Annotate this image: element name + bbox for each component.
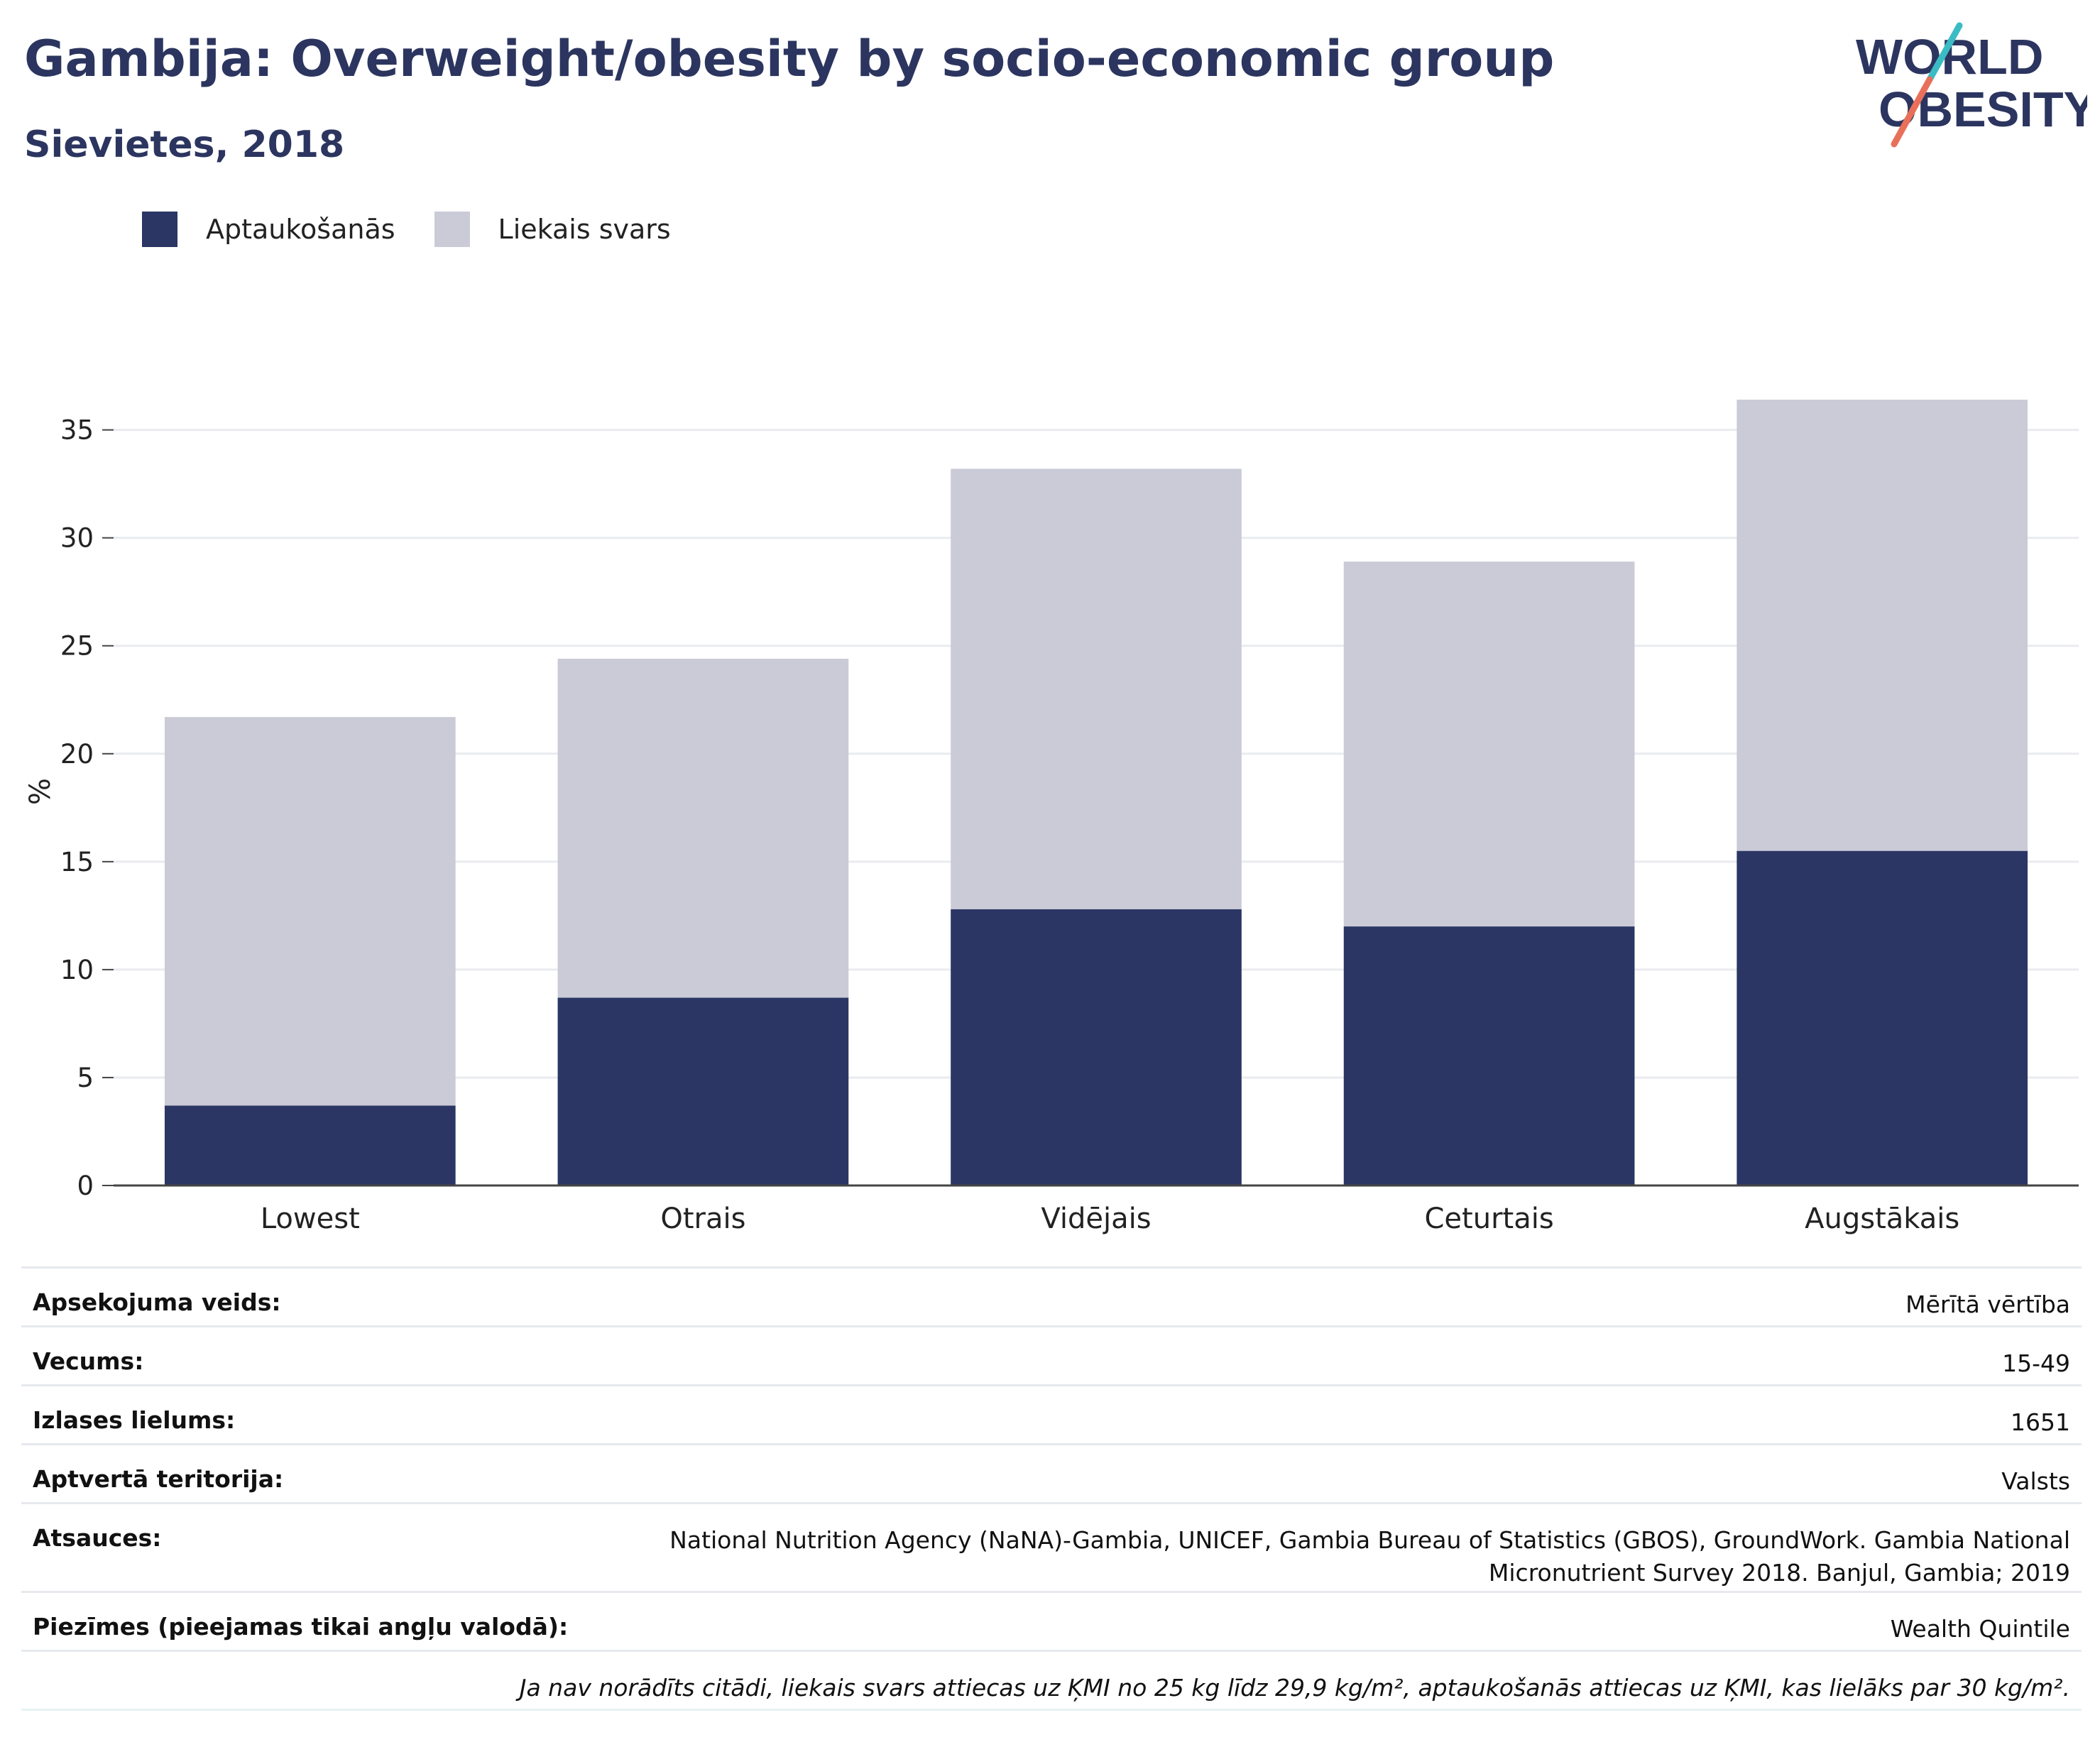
y-tick-label: 0 [77, 1171, 94, 1201]
info-label-survey-type: Apsekojuma veids: [33, 1288, 281, 1316]
info-row-sample-size: Izlases lielums: 1651 [21, 1384, 2082, 1443]
info-value-notes: Wealth Quintile [1890, 1615, 2070, 1643]
y-tick-label: 35 [60, 415, 94, 446]
info-value-references: National Nutrition Agency (NaNA)-Gambia,… [669, 1526, 2070, 1587]
bar-overweight[interactable] [557, 658, 849, 998]
x-tick-label: Vidējais [1041, 1203, 1151, 1235]
y-tick-label: 15 [60, 847, 94, 877]
chart-title: Gambija: Overweight/obesity by socio-eco… [24, 30, 1555, 88]
info-row-notes: Piezīmes (pieejamas tikai angļu valodā):… [21, 1591, 2082, 1650]
y-tick-label: 30 [60, 523, 94, 554]
y-tick-label: 10 [60, 955, 94, 985]
bar-overweight[interactable] [1343, 562, 1635, 927]
legend-label-obesity: Aptaukošanās [206, 214, 395, 245]
x-tick-label: Otrais [660, 1203, 745, 1235]
info-label-age: Vecums: [33, 1347, 144, 1375]
bar-obesity[interactable] [164, 1105, 456, 1185]
y-tick-label: 5 [77, 1063, 94, 1093]
logo-slash-coral [1891, 76, 1933, 148]
info-definition-note: Ja nav norādīts citādi, liekais svars at… [519, 1674, 2070, 1702]
chart-legend: Aptaukošanās Liekais svars [142, 209, 710, 249]
info-label-references: Atsauces: [33, 1524, 162, 1552]
legend-item-obesity[interactable]: Aptaukošanās [142, 212, 395, 247]
info-value-sample-size: 1651 [2011, 1408, 2070, 1436]
info-row-coverage: Aptvertā teritorija: Valsts [21, 1443, 2082, 1502]
info-label-sample-size: Izlases lielums: [33, 1406, 236, 1434]
bar-overweight[interactable] [1737, 400, 2028, 851]
bar-obesity[interactable] [951, 909, 1242, 1185]
info-row-survey-type: Apsekojuma veids: Mērītā vērtība [21, 1266, 2082, 1325]
info-value-coverage: Valsts [2001, 1467, 2070, 1495]
y-axis-label: % [24, 778, 57, 805]
info-row-references: Atsauces: National Nutrition Agency (NaN… [21, 1502, 2082, 1591]
bar-obesity[interactable] [557, 997, 849, 1185]
bar-overweight[interactable] [164, 717, 456, 1106]
info-value-survey-type: Mērītā vērtība [1905, 1291, 2070, 1318]
x-tick-label: Ceturtais [1425, 1203, 1554, 1235]
stacked-bar-chart: 0 5 10 15 20 25 30 35% Lowest Otrais Vidējais Cetur… [24, 400, 2079, 1235]
info-table: Apsekojuma veids: Mērītā vērtība Vecums:… [21, 1266, 2082, 1711]
world-obesity-logo: WORLD OBESITY [1856, 22, 2087, 148]
info-row-age: Vecums: 15-49 [21, 1325, 2082, 1384]
y-tick-label: 25 [60, 631, 94, 662]
info-bottom-rule [21, 1709, 2082, 1711]
bar-obesity[interactable] [1343, 926, 1635, 1185]
x-tick-label: Augstākais [1805, 1203, 1959, 1235]
x-tick-label: Lowest [261, 1203, 360, 1235]
logo-slash-teal [1926, 22, 1963, 83]
info-row-definition-note: Ja nav norādīts citādi, liekais svars at… [21, 1650, 2082, 1709]
info-label-coverage: Aptvertā teritorija: [33, 1465, 284, 1493]
y-tick-label: 20 [60, 739, 94, 770]
info-label-notes: Piezīmes (pieejamas tikai angļu valodā): [33, 1613, 569, 1641]
legend-swatch-obesity [142, 212, 177, 247]
bar-overweight[interactable] [951, 469, 1242, 909]
bar-obesity[interactable] [1737, 850, 2028, 1185]
info-value-age: 15-49 [2002, 1349, 2070, 1377]
legend-label-overweight: Liekais svars [498, 214, 671, 245]
legend-item-overweight[interactable]: Liekais svars [434, 212, 671, 247]
legend-swatch-overweight [434, 212, 470, 247]
chart-subtitle: Sievietes, 2018 [24, 124, 345, 166]
